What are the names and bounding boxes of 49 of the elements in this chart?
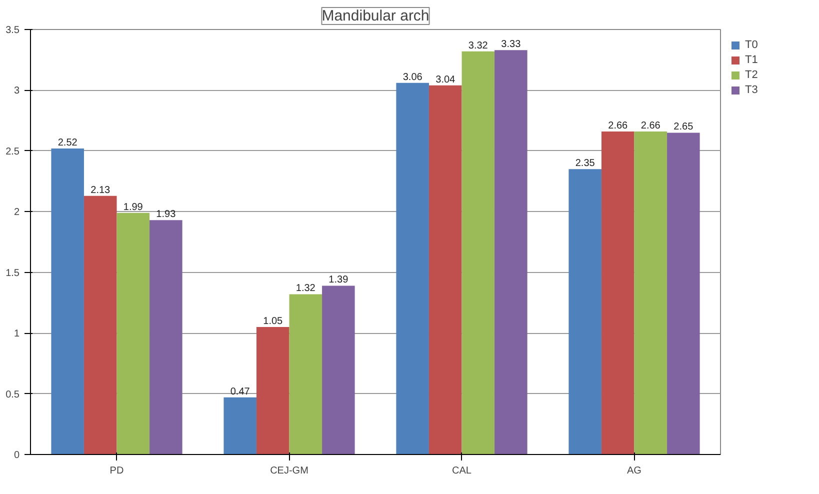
bar: [396, 82, 429, 454]
bar: [224, 397, 256, 454]
data-label: 2.65: [674, 122, 694, 133]
data-label: 1.05: [263, 316, 284, 327]
data-label: 1.93: [156, 209, 176, 220]
bar: [428, 85, 462, 454]
data-label: 2.35: [575, 158, 596, 170]
legend-label: T3: [745, 84, 759, 96]
y-tick-label: 0.5: [6, 389, 20, 400]
data-label: 3.32: [468, 40, 488, 52]
x-tick-label: CAL: [452, 466, 472, 476]
y-tick-label: 1.5: [6, 268, 20, 279]
bar: [601, 132, 634, 454]
bar: [289, 294, 322, 454]
data-label: 2.66: [608, 120, 628, 132]
y-tick-label: 2: [14, 207, 20, 218]
data-label: 2.66: [640, 120, 661, 132]
y-tick-label: 0: [14, 450, 20, 461]
y-tick-label: 2.5: [6, 146, 20, 158]
legend-label: T1: [745, 54, 759, 66]
bar: [150, 220, 182, 454]
bar: [634, 132, 668, 454]
bar: [322, 286, 355, 454]
bar: [256, 327, 290, 454]
data-label: 0.47: [230, 386, 250, 398]
data-label: 3.06: [402, 72, 423, 83]
data-label: 2.13: [90, 184, 111, 196]
legend-label: T0: [745, 39, 759, 51]
bar: [568, 169, 602, 454]
data-label: 3.04: [436, 74, 456, 86]
y-tick-label: 1: [14, 328, 20, 340]
bar: [667, 132, 700, 454]
bar: [116, 212, 150, 454]
data-label: 1.32: [296, 283, 316, 294]
bar: [494, 50, 528, 454]
y-tick-label: 3: [14, 86, 20, 97]
x-tick-label: PD: [110, 466, 124, 476]
bar: [84, 196, 117, 454]
data-label: 1.39: [328, 274, 349, 286]
data-label: 2.52: [58, 138, 78, 148]
chart-title: Mandibular arch: [322, 8, 430, 24]
bar: [462, 51, 495, 454]
bar: [51, 148, 84, 454]
y-tick-label: 3.5: [6, 25, 20, 36]
x-tick-label: AG: [627, 466, 642, 476]
legend-label: T2: [745, 69, 759, 81]
x-tick-label: CEJ-GM: [270, 466, 308, 476]
data-label: 1.99: [123, 202, 144, 213]
data-label: 3.33: [501, 39, 522, 50]
